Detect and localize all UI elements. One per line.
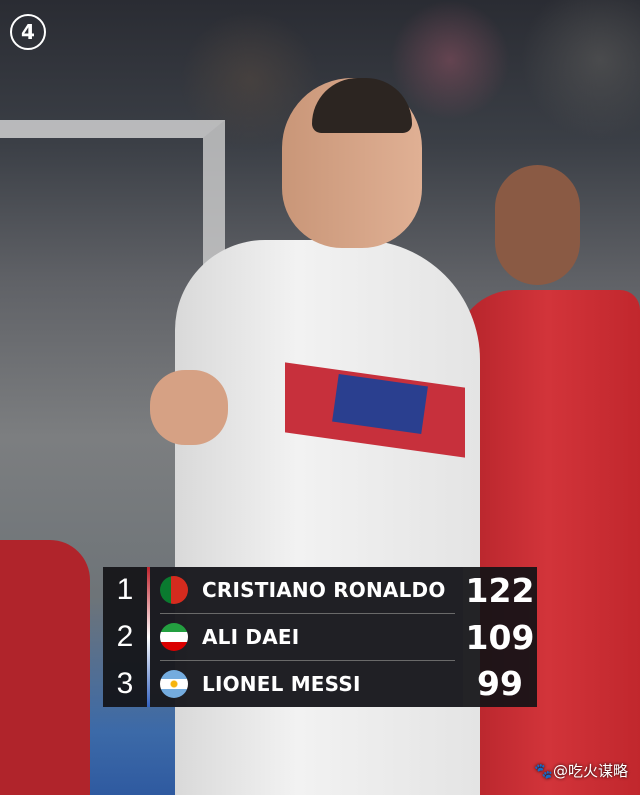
iran-flag-icon [160, 623, 188, 651]
opponent-player-left [0, 540, 90, 795]
rank: 1 [116, 573, 134, 607]
opponent-head [495, 165, 580, 285]
rank: 3 [116, 666, 134, 700]
player-fist [150, 370, 228, 445]
goal-count: 122 [465, 570, 535, 610]
number-badge: 4 [10, 14, 46, 50]
score-column: 122 109 99 [463, 567, 537, 707]
table-row: CRISTIANO RONALDO [160, 567, 455, 614]
portugal-flag-icon [160, 576, 188, 604]
player-name: LIONEL MESSI [202, 672, 361, 696]
player-jersey [175, 240, 480, 795]
watermark: 🐾@吃火谋略 [534, 762, 628, 780]
table-row: ALI DAEI [160, 614, 455, 661]
player-name: CRISTIANO RONALDO [202, 578, 446, 602]
name-column: CRISTIANO RONALDO ALI DAEI LIONEL MESSI [150, 567, 463, 707]
rank: 2 [116, 620, 134, 653]
table-row: LIONEL MESSI [160, 661, 455, 707]
player-name: ALI DAEI [202, 625, 300, 649]
opponent-player [455, 165, 640, 795]
argentina-flag-icon [160, 670, 188, 698]
goal-count: 99 [477, 664, 523, 704]
player-head [282, 78, 422, 248]
leaderboard-table: 1 2 3 CRISTIANO RONALDO ALI DAEI LIONEL … [103, 567, 537, 707]
rank-column: 1 2 3 [103, 567, 150, 707]
goal-count: 109 [465, 617, 535, 657]
